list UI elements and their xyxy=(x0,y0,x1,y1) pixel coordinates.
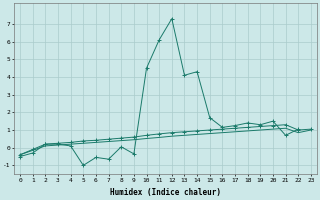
X-axis label: Humidex (Indice chaleur): Humidex (Indice chaleur) xyxy=(110,188,221,197)
